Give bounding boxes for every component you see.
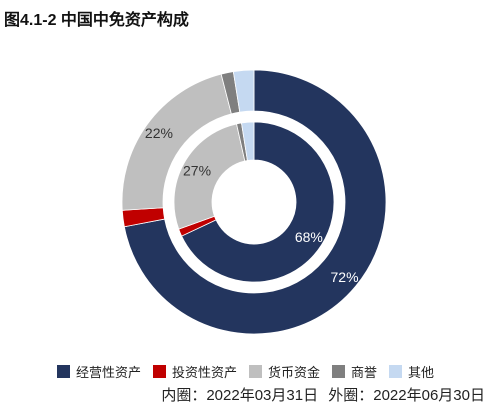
legend: 经营性资产 投资性资产 货币资金 商誉 其他 [0,362,491,381]
inner-ring-caption: 内圈：2022年03月31日 [161,387,319,404]
outer-ring-caption: 外圈：2022年06月30日 [328,387,485,404]
legend-item-cash: 货币资金 [248,362,320,381]
slice-inner-operating-assets [181,121,335,283]
data-label-outer-operating-assets: 72% [331,269,359,285]
legend-item-operating-assets: 经营性资产 [56,362,141,381]
chart-title: 图4.1-2 中国中免资产构成 [4,12,189,29]
slice-outer-operating-assets [123,69,387,335]
slice-inner-other [241,121,255,161]
legend-label: 经营性资产 [75,365,141,380]
slice-outer-other [232,69,255,113]
slice-inner-cash [173,123,246,230]
data-labels: 68% 27% 72% 22% [145,125,359,285]
legend-item-other: 其他 [389,362,434,381]
ring-caption: 内圈：2022年03月31日 外圈：2022年06月30日 [161,384,485,405]
legend-label: 商誉 [351,365,378,380]
legend-swatch [332,365,345,378]
outer-ring [121,69,387,335]
inner-ring [173,121,335,283]
legend-swatch [56,365,70,378]
legend-label: 投资性资产 [171,365,237,380]
legend-label: 其他 [408,365,435,380]
data-label-inner-operating-assets: 68% [295,229,323,245]
legend-item-investment-assets: 投资性资产 [152,362,237,381]
legend-item-goodwill: 商誉 [332,362,377,381]
legend-swatch [152,365,166,378]
data-label-outer-cash: 22% [145,125,173,141]
legend-swatch [248,365,262,378]
legend-label: 货币资金 [267,365,320,380]
legend-swatch [389,365,403,378]
data-label-inner-cash: 27% [183,163,211,179]
